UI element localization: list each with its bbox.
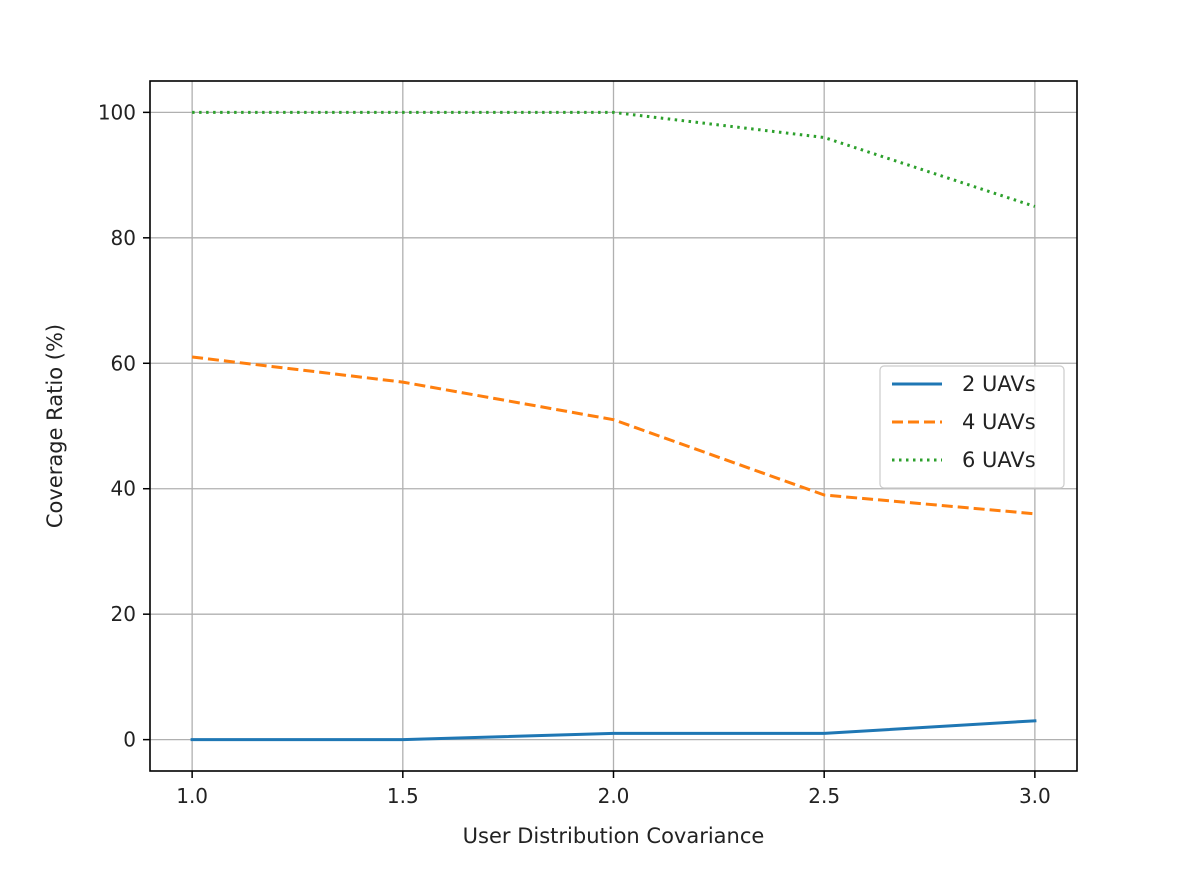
legend: 2 UAVs 4 UAVs 6 UAVs [879,365,1065,489]
series-line-1 [190,719,1037,742]
x-tick-label: 2.0 [598,784,630,808]
y-tick-label: 20 [111,602,136,626]
y-axis-label: Coverage Ratio (%) [43,324,67,528]
x-tick-label: 1.5 [387,784,419,808]
series-lines [190,110,1037,742]
y-tick-label: 60 [111,351,136,375]
x-tick-label: 1.0 [176,784,208,808]
series-line-3 [192,110,1036,208]
legend-label: 6 UAVs [962,448,1036,472]
series-line-2 [191,355,1036,516]
legend-box [879,365,1065,489]
y-tick-label: 40 [111,477,136,501]
axis-ticks: 1.0 1.5 2.0 2.5 3.0 0 20 40 60 80 100 [98,100,1051,808]
x-tick-label: 3.0 [1019,784,1051,808]
x-axis-label: User Distribution Covariance [463,824,765,848]
legend-label: 4 UAVs [962,410,1036,434]
legend-label: 2 UAVs [962,372,1036,396]
y-tick-label: 0 [123,728,136,752]
y-tick-label: 80 [111,226,136,250]
y-tick-label: 100 [98,100,136,124]
x-tick-label: 2.5 [808,784,840,808]
